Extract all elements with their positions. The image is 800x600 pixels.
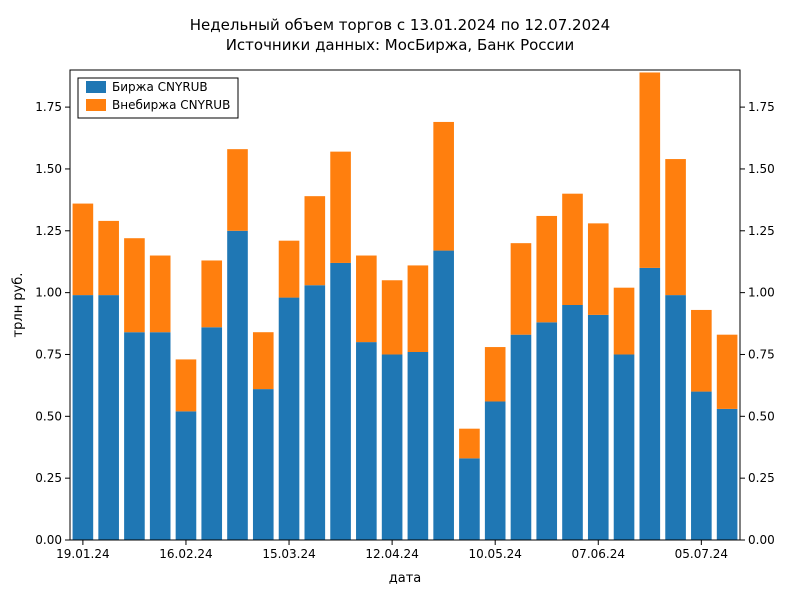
- bar-segment: [150, 332, 171, 540]
- legend-label: Биржа CNYRUB: [112, 80, 208, 94]
- bar-segment: [279, 298, 300, 540]
- bar-segment: [253, 389, 274, 540]
- bar-segment: [330, 152, 351, 263]
- y-tick-label-right: 0.50: [748, 409, 775, 423]
- bar-segment: [536, 216, 557, 322]
- y-tick-label-right: 1.50: [748, 162, 775, 176]
- y-tick-label-left: 0.00: [35, 533, 62, 547]
- x-axis-label: дата: [389, 571, 422, 586]
- y-axis-label: трлн руб.: [11, 273, 26, 338]
- bar-segment: [227, 149, 248, 231]
- bar-segment: [433, 251, 454, 540]
- x-tick-label: 15.03.24: [262, 547, 315, 561]
- legend-label: Внебиржа CNYRUB: [112, 98, 230, 112]
- y-tick-label-left: 0.50: [35, 409, 62, 423]
- bar-segment: [201, 260, 222, 327]
- y-tick-label-right: 1.75: [748, 100, 775, 114]
- bar-segment: [408, 265, 429, 352]
- x-tick-label: 16.02.24: [159, 547, 212, 561]
- bar-segment: [98, 295, 119, 540]
- bar-segment: [640, 72, 661, 267]
- legend-swatch: [86, 81, 106, 93]
- y-tick-label-right: 1.00: [748, 286, 775, 300]
- y-tick-label-right: 0.25: [748, 471, 775, 485]
- bar-segment: [150, 256, 171, 333]
- bar-segment: [124, 238, 145, 332]
- chart-container: Недельный объем торгов с 13.01.2024 по 1…: [0, 0, 800, 600]
- y-tick-label-left: 1.75: [35, 100, 62, 114]
- bar-segment: [98, 221, 119, 295]
- bar-segment: [433, 122, 454, 251]
- bar-segment: [408, 352, 429, 540]
- bar-segment: [382, 280, 403, 354]
- x-tick-label: 12.04.24: [365, 547, 418, 561]
- x-tick-label: 19.01.24: [56, 547, 109, 561]
- bar-segment: [227, 231, 248, 540]
- bar-segment: [201, 327, 222, 540]
- x-tick-label: 05.07.24: [675, 547, 728, 561]
- bar-segment: [176, 411, 197, 540]
- bar-segment: [536, 322, 557, 540]
- bar-segment: [279, 241, 300, 298]
- legend-swatch: [86, 99, 106, 111]
- bar-segment: [562, 305, 583, 540]
- bar-segment: [73, 295, 94, 540]
- bar-segment: [382, 354, 403, 540]
- y-tick-label-right: 0.00: [748, 533, 775, 547]
- bar-segment: [485, 347, 506, 401]
- bar-segment: [588, 223, 609, 315]
- stacked-bar-chart: Недельный объем торгов с 13.01.2024 по 1…: [0, 0, 800, 600]
- bar-segment: [305, 196, 326, 285]
- bar-segment: [124, 332, 145, 540]
- bar-segment: [691, 392, 712, 540]
- y-tick-label-left: 0.25: [35, 471, 62, 485]
- bar-segment: [588, 315, 609, 540]
- y-tick-label-left: 1.50: [35, 162, 62, 176]
- bar-segment: [665, 159, 686, 295]
- bar-segment: [614, 354, 635, 540]
- y-tick-label-left: 0.75: [35, 347, 62, 361]
- bar-segment: [356, 342, 377, 540]
- bar-segment: [691, 310, 712, 392]
- bar-segment: [305, 285, 326, 540]
- bar-segment: [459, 429, 480, 459]
- bar-segment: [176, 359, 197, 411]
- bar-segment: [356, 256, 377, 343]
- bar-segment: [717, 409, 738, 540]
- bar-segment: [640, 268, 661, 540]
- chart-title-line1: Недельный объем торгов с 13.01.2024 по 1…: [190, 16, 610, 34]
- y-tick-label-left: 1.00: [35, 286, 62, 300]
- bar-segment: [73, 204, 94, 296]
- y-tick-label-right: 1.25: [748, 224, 775, 238]
- bar-segment: [562, 194, 583, 305]
- y-tick-label-right: 0.75: [748, 347, 775, 361]
- y-tick-label-left: 1.25: [35, 224, 62, 238]
- bar-segment: [459, 458, 480, 540]
- bar-segment: [511, 335, 532, 540]
- bar-segment: [717, 335, 738, 409]
- bar-segment: [665, 295, 686, 540]
- bar-segment: [511, 243, 532, 335]
- x-tick-label: 07.06.24: [572, 547, 625, 561]
- bar-segment: [614, 288, 635, 355]
- bar-segment: [330, 263, 351, 540]
- chart-title-line2: Источники данных: МосБиржа, Банк России: [226, 36, 575, 54]
- bar-segment: [253, 332, 274, 389]
- x-tick-label: 10.05.24: [468, 547, 521, 561]
- bar-segment: [485, 401, 506, 540]
